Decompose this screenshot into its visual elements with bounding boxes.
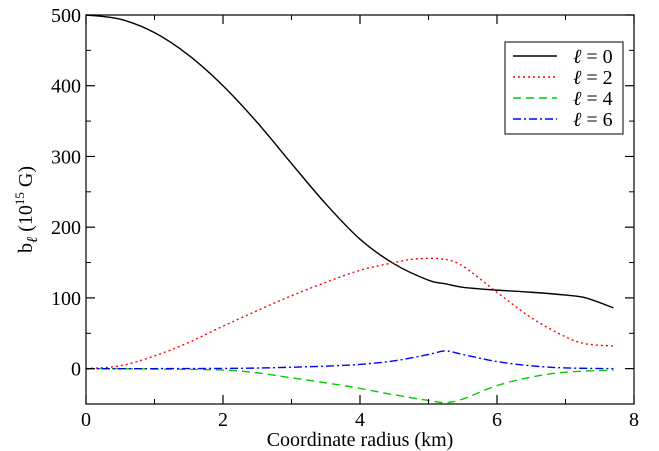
y-tick-label: 500 bbox=[51, 5, 81, 27]
legend-label: ℓ = 4 bbox=[573, 88, 613, 110]
legend-label: ℓ = 0 bbox=[573, 46, 613, 68]
x-tick-label: 0 bbox=[81, 409, 91, 431]
legend-entry-l0: ℓ = 0 bbox=[513, 46, 613, 68]
legend-entry-l6: ℓ = 6 bbox=[513, 109, 613, 131]
legend-symbol: ℓ bbox=[573, 109, 582, 131]
series-l4-line bbox=[85, 367, 614, 404]
plot-lines bbox=[85, 14, 614, 404]
x-axis-label: Coordinate radius (km) bbox=[267, 429, 454, 451]
legend-value: = 6 bbox=[581, 109, 612, 131]
axis-ticks: 0 2 4 6 8 0 100 200 300 400 500 bbox=[51, 5, 639, 431]
y-axis-label-subscript: ℓ bbox=[25, 237, 41, 243]
x-tick-label: 8 bbox=[629, 409, 639, 431]
y-axis-label: bℓ (1015 G) bbox=[12, 166, 41, 253]
x-tick-label: 4 bbox=[355, 409, 365, 431]
legend-symbol: ℓ bbox=[573, 67, 582, 89]
series-l2-line bbox=[85, 257, 614, 370]
legend-symbol: ℓ bbox=[573, 88, 582, 110]
legend-value: = 0 bbox=[581, 46, 612, 68]
y-axis-label-unit: G) bbox=[15, 166, 37, 192]
legend-label: ℓ = 2 bbox=[573, 67, 613, 89]
y-tick-label: 100 bbox=[51, 288, 81, 310]
series-l0-line bbox=[85, 14, 614, 309]
y-tick-label: 200 bbox=[51, 217, 81, 239]
y-tick-label: 0 bbox=[71, 359, 81, 381]
legend-value: = 4 bbox=[581, 88, 612, 110]
x-tick-label: 2 bbox=[218, 409, 228, 431]
legend: ℓ = 0ℓ = 2ℓ = 4ℓ = 6 bbox=[504, 41, 624, 135]
y-axis-label-open: (10 bbox=[15, 205, 37, 237]
y-axis-label-exponent: 15 bbox=[12, 192, 27, 205]
legend-value: = 2 bbox=[581, 67, 612, 89]
legend-entry-l4: ℓ = 4 bbox=[513, 88, 613, 110]
y-axis-label-main: b bbox=[15, 243, 37, 253]
y-tick-label: 400 bbox=[51, 76, 81, 98]
legend-entry-l2: ℓ = 2 bbox=[513, 67, 613, 89]
legend-symbol: ℓ bbox=[573, 46, 582, 68]
x-tick-label: 6 bbox=[492, 409, 502, 431]
legend-label: ℓ = 6 bbox=[573, 109, 613, 131]
series-l6-line bbox=[85, 350, 614, 370]
y-tick-label: 300 bbox=[51, 146, 81, 168]
